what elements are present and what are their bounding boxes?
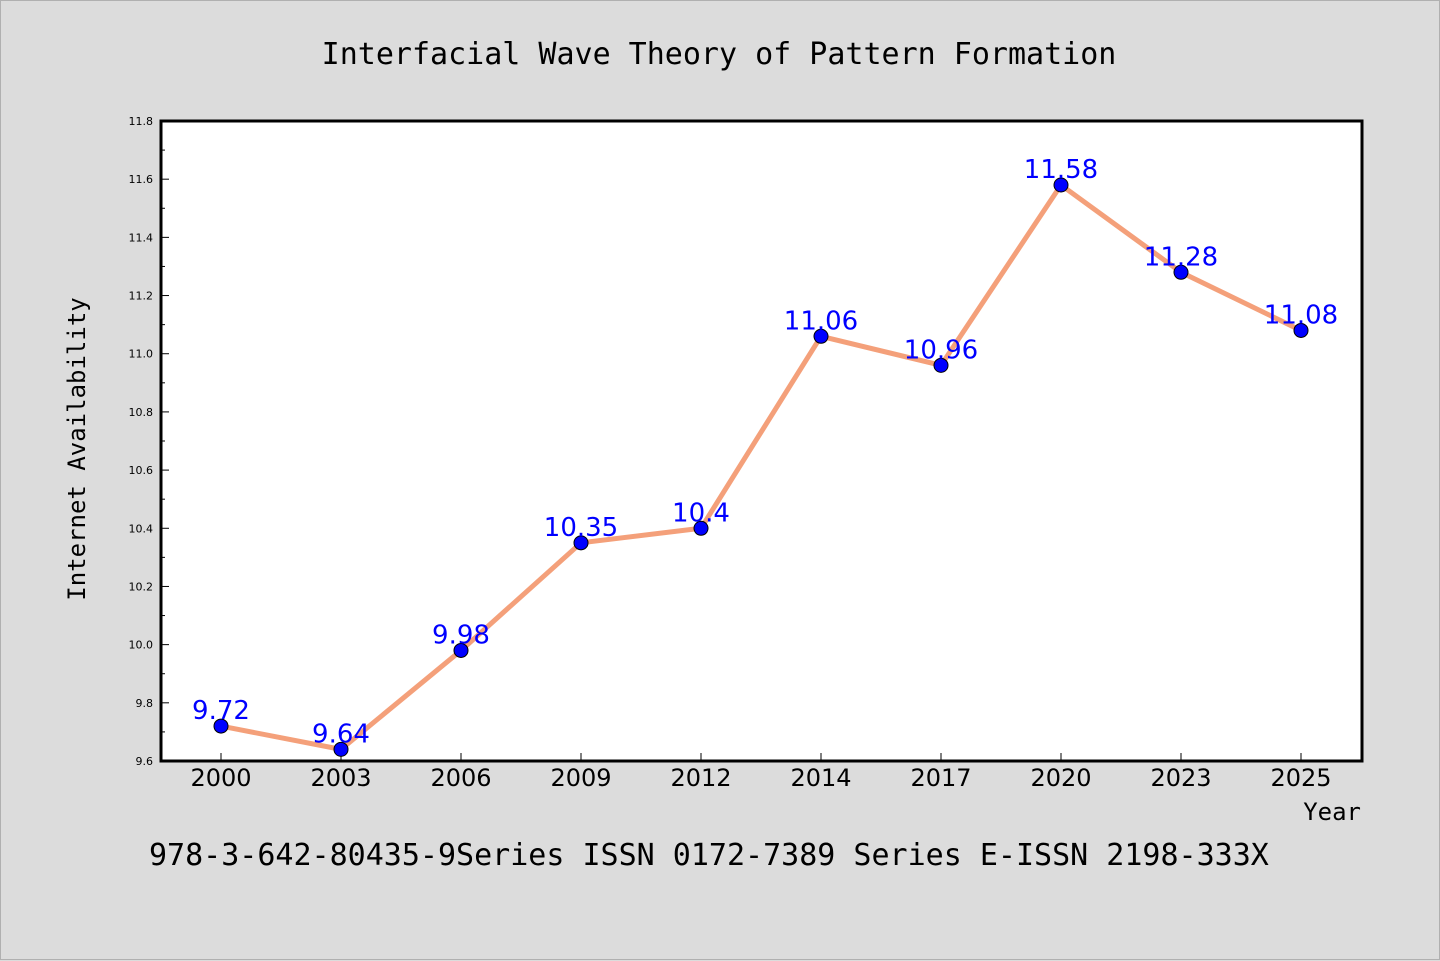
y-tick-label: 11.4 bbox=[129, 231, 154, 244]
data-point bbox=[453, 642, 469, 658]
y-tick-label: 11.0 bbox=[129, 348, 154, 361]
x-tick-label: 2000 bbox=[190, 764, 251, 792]
chart-title: Interfacial Wave Theory of Pattern Forma… bbox=[322, 37, 1117, 72]
y-tick-label: 11.8 bbox=[129, 115, 154, 128]
data-point bbox=[573, 535, 589, 551]
data-labels: 9.72 9.64 9.98 10.35 10.4 11.06 10.96 11.58 11.2… bbox=[192, 155, 1338, 749]
data-label: 10.4 bbox=[672, 498, 730, 528]
data-label: 11.58 bbox=[1024, 155, 1098, 185]
data-point bbox=[813, 328, 829, 344]
x-axis-ticks: 2000 2003 2006 2009 2012 2014 2017 2020 2023 2025 bbox=[190, 753, 1332, 792]
y-tick-label: 10.8 bbox=[129, 406, 154, 419]
data-label: 11.28 bbox=[1144, 242, 1218, 272]
data-point bbox=[1293, 322, 1309, 338]
series-line bbox=[218, 182, 1304, 752]
x-tick-label: 2003 bbox=[310, 764, 371, 792]
x-axis-label: Year bbox=[1303, 798, 1361, 826]
y-tick-label: 11.2 bbox=[129, 290, 154, 303]
x-tick-label: 2009 bbox=[550, 764, 611, 792]
x-tick-label: 2012 bbox=[670, 764, 731, 792]
data-label: 10.35 bbox=[544, 513, 618, 543]
data-point bbox=[213, 718, 229, 734]
data-markers bbox=[213, 177, 1309, 757]
x-tick-label: 2020 bbox=[1030, 764, 1091, 792]
data-label: 11.08 bbox=[1264, 300, 1338, 330]
x-tick-label: 2014 bbox=[790, 764, 851, 792]
y-axis-label: Internet Availability bbox=[63, 297, 91, 600]
y-axis-ticks: 9.6 9.8 10.0 10.2 10.4 10.6 10.8 11.0 11.2 11.4 11… bbox=[129, 115, 169, 768]
data-label: 9.72 bbox=[192, 696, 250, 726]
y-tick-label: 10.2 bbox=[129, 580, 154, 593]
data-point bbox=[333, 741, 349, 757]
y-tick-label: 10.6 bbox=[129, 464, 154, 477]
y-tick-label: 10.4 bbox=[129, 522, 154, 535]
y-tick-label: 9.6 bbox=[136, 755, 154, 768]
series-line-group bbox=[218, 182, 1304, 752]
data-point bbox=[1173, 264, 1189, 280]
data-point bbox=[933, 357, 949, 373]
x-tick-label: 2025 bbox=[1270, 764, 1331, 792]
data-point bbox=[693, 520, 709, 536]
x-tick-label: 2023 bbox=[1150, 764, 1211, 792]
footer-identifiers: 978-3-642-80435-9Series ISSN 0172-7389 S… bbox=[149, 838, 1269, 873]
y-tick-label: 10.0 bbox=[129, 639, 154, 652]
y-tick-label: 11.6 bbox=[129, 173, 154, 186]
data-label: 11.06 bbox=[784, 306, 858, 336]
plot-area bbox=[159, 119, 1364, 763]
data-point bbox=[1053, 177, 1069, 193]
data-label: 9.98 bbox=[432, 620, 490, 650]
y-tick-label: 9.8 bbox=[136, 697, 154, 710]
data-label: 10.96 bbox=[904, 335, 978, 365]
x-tick-label: 2017 bbox=[910, 764, 971, 792]
x-tick-label: 2006 bbox=[430, 764, 491, 792]
data-label: 9.64 bbox=[312, 719, 370, 749]
